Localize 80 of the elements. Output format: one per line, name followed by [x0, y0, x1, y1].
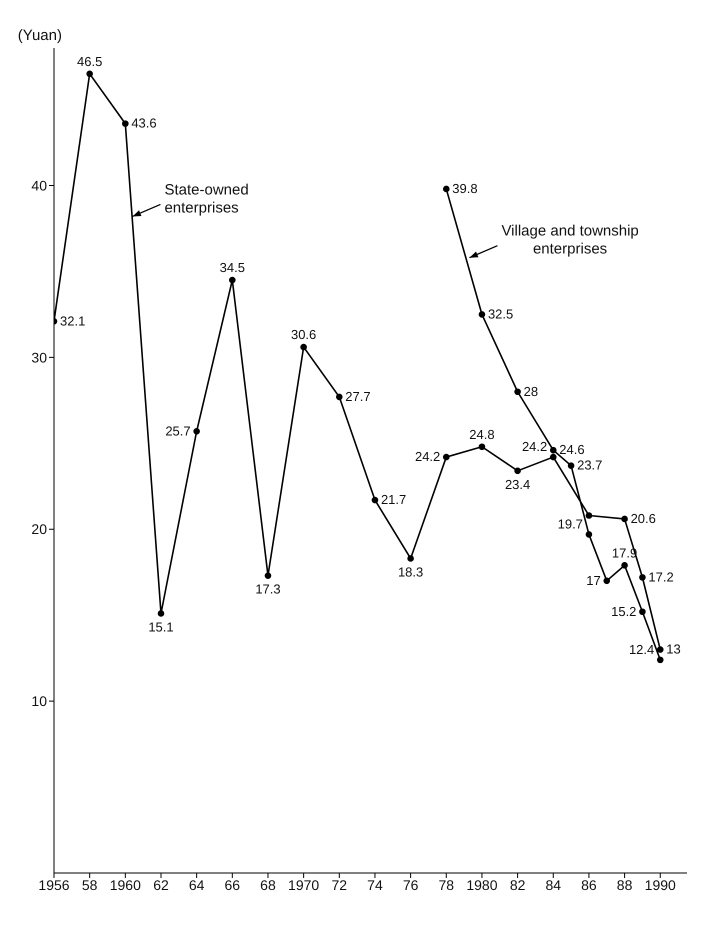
x-tick-label: 82: [510, 876, 526, 893]
data-label: 15.1: [148, 619, 174, 634]
data-label: 39.8: [452, 180, 478, 196]
data-label: 30.6: [290, 327, 316, 342]
x-tick-label: 76: [402, 876, 419, 893]
annotation: State-owned enterprises: [164, 181, 249, 216]
data-label: 43.6: [131, 116, 157, 131]
x-tick-label: 64: [188, 876, 205, 893]
x-tick-label: 66: [224, 876, 240, 893]
point: [372, 496, 378, 504]
point: [550, 454, 557, 460]
data-label: 34.5: [220, 260, 245, 276]
data-label: 24.2: [522, 439, 548, 454]
data-label: 23.4: [504, 476, 530, 492]
point: [586, 531, 592, 538]
point: [568, 462, 574, 469]
y-tick-label: 40: [31, 177, 48, 194]
data-label: 17.3: [255, 582, 281, 597]
y-tick-label: 10: [31, 693, 48, 710]
data-label: 32.5: [488, 306, 514, 322]
point: [193, 428, 200, 435]
x-tick-label: 1990: [644, 876, 676, 893]
data-label: 17.2: [648, 569, 674, 584]
point: [442, 454, 450, 460]
data-label: 24.2: [414, 449, 440, 464]
point: [586, 512, 592, 519]
point: [639, 608, 646, 616]
data-label: 19.7: [558, 516, 583, 532]
x-tick-label: 1980: [466, 876, 498, 893]
point: [229, 276, 236, 284]
point: [514, 468, 521, 474]
x-tick-label: 84: [545, 876, 562, 893]
data-label: 15.2: [611, 604, 636, 619]
point: [300, 344, 307, 350]
y-tick-label: 20: [31, 521, 48, 538]
x-tick-label: 68: [260, 876, 276, 893]
data-label: 24.8: [469, 426, 495, 442]
point: [407, 555, 414, 562]
point: [639, 574, 646, 581]
data-label: 17: [586, 572, 601, 588]
data-label: 18.3: [398, 564, 424, 580]
point: [478, 311, 486, 318]
x-tick-label: 88: [616, 876, 633, 893]
point: [514, 388, 521, 396]
data-label: 20.6: [630, 510, 656, 526]
point: [336, 394, 343, 400]
data-label: 46.5: [77, 54, 102, 69]
point: [122, 120, 129, 127]
point: [656, 646, 664, 653]
data-label: 24.6: [559, 442, 585, 458]
point: [442, 186, 450, 192]
x-tick-label: 74: [367, 876, 383, 893]
data-label: 12.4: [628, 642, 654, 657]
point: [621, 516, 628, 522]
point: [656, 656, 664, 664]
data-label: 23.7: [577, 458, 602, 473]
x-tick-label: 86: [581, 876, 597, 893]
y-axis-title: (Yuan): [18, 27, 62, 44]
point: [621, 562, 628, 569]
x-tick-label: 58: [82, 876, 98, 893]
data-label: 25.7: [165, 423, 191, 438]
data-label: 28: [524, 384, 538, 399]
x-tick-label: 72: [332, 876, 348, 893]
point: [86, 70, 93, 78]
point: [264, 572, 272, 579]
point: [550, 446, 557, 454]
x-tick-label: 78: [438, 876, 454, 893]
annotation: Village and township enterprises: [501, 222, 639, 258]
data-label: 32.1: [60, 313, 86, 328]
point: [603, 578, 610, 584]
data-label: 27.7: [345, 388, 371, 404]
x-tick-label: 62: [153, 876, 169, 893]
data-label: 21.7: [380, 492, 406, 508]
point: [158, 610, 164, 617]
x-tick-label: 1970: [288, 876, 320, 893]
x-tick-label: 1960: [110, 876, 142, 893]
y-tick-label: 30: [31, 349, 48, 366]
point: [478, 443, 486, 450]
x-tick-label: 1956: [38, 876, 70, 893]
data-label: 13: [666, 642, 681, 657]
